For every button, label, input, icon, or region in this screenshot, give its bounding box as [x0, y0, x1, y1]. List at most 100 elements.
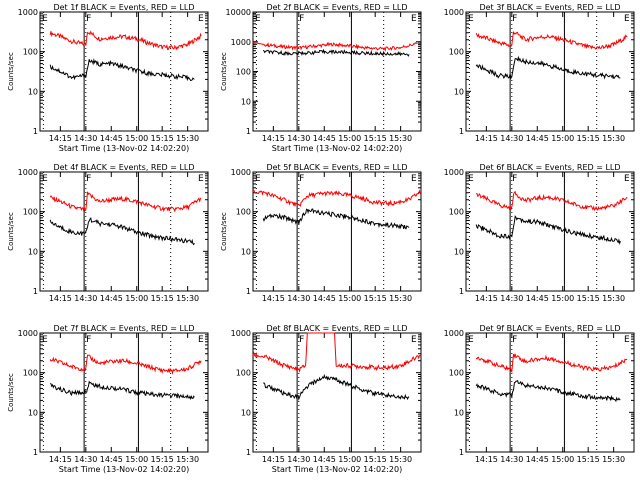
x-tick-label: 14:30 — [500, 134, 523, 143]
y-tick-label: 1000 — [444, 168, 464, 177]
lld-series-line — [252, 332, 422, 373]
y-axis-title: Counts/sec — [220, 212, 228, 251]
y-tick-label: 100 — [23, 48, 38, 57]
x-tick-label: 14:30 — [74, 294, 97, 303]
x-tick-label: 14:45 — [313, 294, 336, 303]
lld-series-line — [49, 191, 202, 213]
events-series-line — [50, 380, 195, 401]
events-series-line — [49, 216, 195, 246]
x-tick-label: 14:15 — [475, 134, 498, 143]
y-tick-label: 10000 — [226, 8, 251, 17]
x-tick-label: 15:15 — [364, 455, 387, 464]
x-tick-label: 14:45 — [313, 455, 336, 464]
interval-marker: E — [42, 174, 48, 184]
interval-marker: E — [42, 335, 48, 345]
interval-marker: E — [468, 335, 474, 345]
x-tick-label: 15:00 — [551, 455, 574, 464]
interval-marker: F — [86, 174, 91, 184]
interval-marker: E — [255, 174, 261, 184]
y-tick-label: 10 — [28, 247, 38, 256]
x-tick-label: 15:15 — [151, 134, 174, 143]
detector-panel: Det 8f BLACK = Events, RED = LLD E F E 1 10 10… — [231, 324, 422, 474]
x-tick-label: 14:15 — [49, 455, 72, 464]
lld-series-line — [252, 41, 418, 52]
detector-panel: Det 7f BLACK = Events, RED = LLD E F E 1 10 10… — [7, 324, 209, 474]
panel-title: Det 3f BLACK = Events, RED = LLD — [479, 3, 620, 12]
y-tick-label: 100 — [236, 369, 251, 378]
y-tick-label: 100 — [23, 208, 38, 217]
y-tick-label: 1000 — [231, 329, 251, 338]
x-axis-title: Start Time (13-Nov-02 14:02:20) — [272, 465, 402, 474]
detector-panel: Det 1f BLACK = Events, RED = LLD E F E 1 10 10… — [7, 3, 209, 153]
interval-marker: E — [255, 335, 261, 345]
x-tick-label: 14:30 — [287, 134, 310, 143]
x-tick-label: 14:30 — [74, 455, 97, 464]
y-axis-title: Counts/sec — [220, 52, 228, 91]
interval-marker: F — [512, 335, 517, 345]
interval-marker: E — [255, 14, 261, 24]
x-tick-label: 14:45 — [526, 294, 549, 303]
plot-frame — [252, 332, 422, 453]
interval-marker: F — [512, 174, 517, 184]
x-tick-label: 14:15 — [49, 294, 72, 303]
y-tick-label: 10 — [454, 408, 464, 417]
x-tick-label: 14:45 — [526, 134, 549, 143]
detector-panel: Det 3f BLACK = Events, RED = LLD E F E 1 10 10… — [444, 3, 635, 143]
x-tick-label: 15:00 — [125, 455, 148, 464]
plot-frame — [465, 332, 635, 453]
interval-marker: E — [624, 174, 630, 184]
x-tick-label: 14:30 — [287, 294, 310, 303]
panel-title: Det 8f BLACK = Events, RED = LLD — [266, 324, 407, 333]
lld-series-line — [49, 30, 202, 51]
x-tick-label: 15:15 — [151, 455, 174, 464]
x-axis-title: Start Time (13-Nov-02 14:02:20) — [59, 465, 189, 474]
detector-panel: Det 5f BLACK = Events, RED = LLD E F E 1 10 10… — [220, 163, 422, 303]
y-tick-label: 1 — [33, 448, 38, 457]
x-tick-label: 14:30 — [500, 294, 523, 303]
x-tick-label: 15:30 — [176, 134, 199, 143]
x-tick-label: 15:30 — [602, 294, 625, 303]
panel-title: Det 7f BLACK = Events, RED = LLD — [53, 324, 194, 333]
y-tick-label: 1000 — [444, 8, 464, 17]
interval-marker: E — [411, 335, 417, 345]
plot-frame — [39, 332, 209, 453]
y-tick-label: 10 — [241, 408, 251, 417]
detector-panel: Det 6f BLACK = Events, RED = LLD E F E 1 10 10… — [444, 163, 635, 303]
y-tick-label: 1 — [246, 287, 251, 296]
x-axis-title: Start Time (13-Nov-02 14:02:20) — [272, 144, 402, 153]
x-tick-label: 14:15 — [262, 134, 285, 143]
detector-panel: Det 2f BLACK = Events, RED = LLD E F E 1 10 10… — [220, 3, 422, 153]
y-axis-title: Counts/sec — [7, 373, 15, 412]
x-tick-label: 15:15 — [364, 294, 387, 303]
x-tick-label: 15:15 — [364, 134, 387, 143]
plot-frame — [465, 11, 635, 132]
plot-frame — [252, 11, 422, 132]
interval-marker: E — [624, 14, 630, 24]
lld-series-line — [49, 354, 202, 375]
y-tick-label: 100 — [449, 48, 464, 57]
x-tick-label: 14:45 — [100, 134, 123, 143]
x-tick-label: 14:45 — [100, 294, 123, 303]
y-tick-label: 1 — [459, 127, 464, 136]
x-tick-label: 15:00 — [125, 294, 148, 303]
panel-title: Det 4f BLACK = Events, RED = LLD — [53, 163, 194, 172]
x-tick-label: 15:15 — [577, 134, 600, 143]
y-tick-label: 1000 — [444, 329, 464, 338]
x-tick-label: 14:15 — [475, 455, 498, 464]
events-series-line — [475, 379, 621, 403]
interval-marker: F — [299, 174, 304, 184]
x-tick-label: 15:15 — [151, 294, 174, 303]
lld-series-line — [475, 31, 628, 50]
y-tick-label: 100 — [449, 369, 464, 378]
interval-marker: E — [42, 14, 48, 24]
y-tick-label: 1000 — [18, 329, 38, 338]
x-tick-label: 14:15 — [262, 455, 285, 464]
interval-marker: E — [198, 174, 204, 184]
y-tick-label: 1 — [246, 127, 251, 136]
y-axis-title: Counts/sec — [7, 212, 15, 251]
x-tick-label: 14:30 — [287, 455, 310, 464]
x-tick-label: 15:00 — [125, 134, 148, 143]
events-series-line — [475, 55, 621, 80]
x-tick-label: 15:30 — [602, 455, 625, 464]
